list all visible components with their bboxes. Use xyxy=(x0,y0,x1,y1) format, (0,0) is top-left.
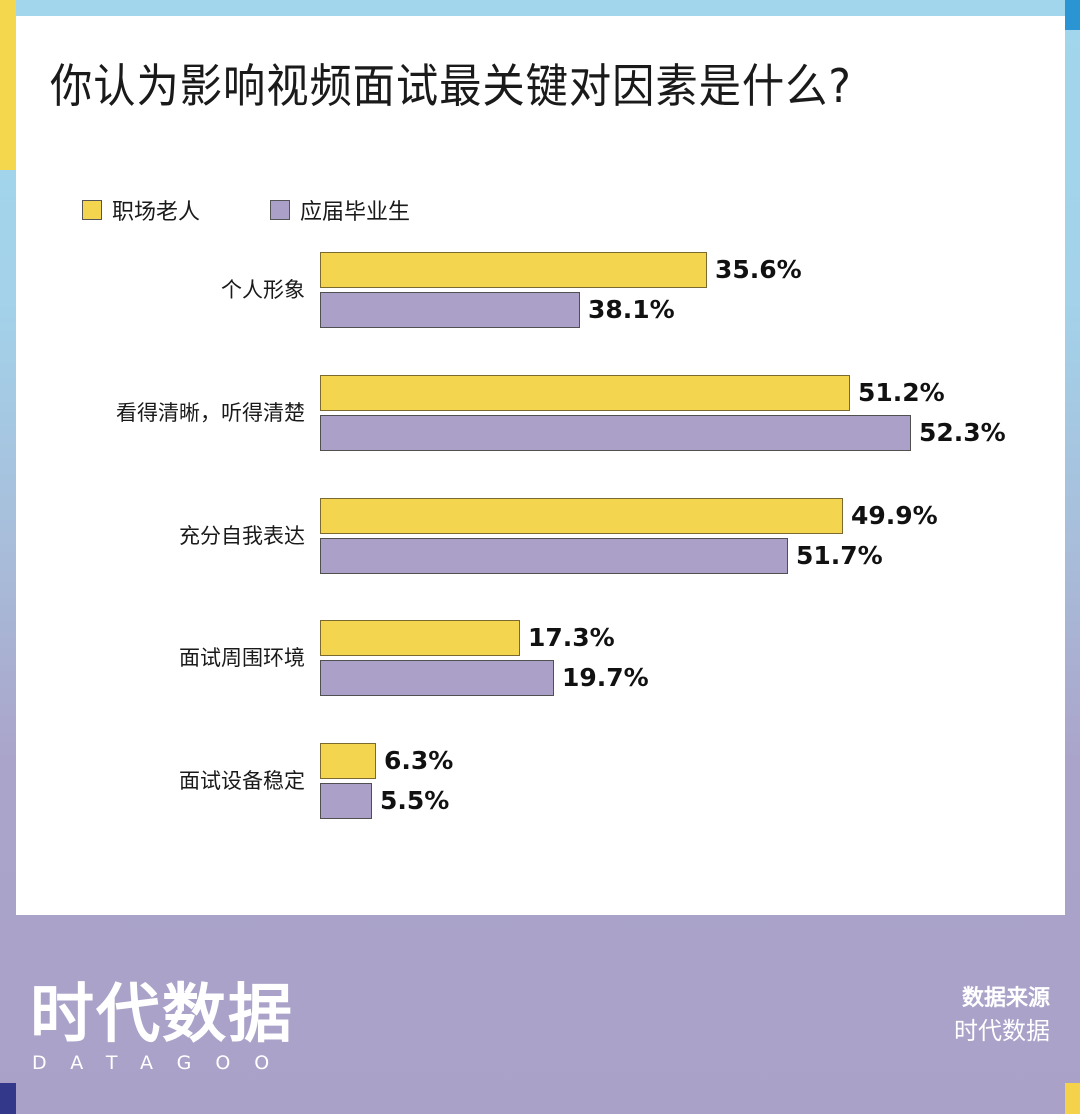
bar-series-1 xyxy=(320,743,376,779)
source-value: 时代数据 xyxy=(954,1017,1050,1045)
bar-series-2 xyxy=(320,292,580,328)
value-label-series-1: 6.3% xyxy=(384,746,454,775)
chart-title: 你认为影响视频面试最关键对因素是什么? xyxy=(50,59,852,113)
source-label: 数据来源 xyxy=(961,986,1050,1011)
bar-series-1 xyxy=(320,498,843,534)
value-label-series-2: 19.7% xyxy=(562,663,649,692)
value-label-series-1: 17.3% xyxy=(528,623,615,652)
legend: 职场老人 应届毕业生 xyxy=(82,194,480,226)
accent-corner-top-left xyxy=(0,0,16,170)
value-label-series-1: 49.9% xyxy=(851,501,938,530)
bar-series-1 xyxy=(320,252,707,288)
value-label-series-2: 38.1% xyxy=(588,295,675,324)
value-label-series-1: 35.6% xyxy=(715,255,802,284)
bar-series-2 xyxy=(320,538,788,574)
logo-chinese: 时代数据 xyxy=(30,978,294,1052)
accent-corner-bottom-left xyxy=(0,1083,16,1114)
bar-series-1 xyxy=(320,620,520,656)
category-label: 看得清晰，听得清楚 xyxy=(116,401,305,425)
bar-series-2 xyxy=(320,783,372,819)
legend-label: 应届毕业生 xyxy=(300,200,411,225)
bar-series-2 xyxy=(320,415,911,451)
value-label-series-2: 5.5% xyxy=(380,786,450,815)
bar-row: 充分自我表达 49.9% 51.7% xyxy=(16,498,1065,578)
legend-swatch-yellow xyxy=(82,200,102,220)
accent-corner-top-right xyxy=(1065,0,1080,30)
value-label-series-1: 51.2% xyxy=(858,378,945,407)
category-label: 面试设备稳定 xyxy=(179,769,305,793)
bar-row: 看得清晰，听得清楚 51.2% 52.3% xyxy=(16,375,1065,455)
brand-logo: 时代数据 DATAGOO xyxy=(30,982,294,1074)
category-label: 充分自我表达 xyxy=(179,524,305,548)
value-label-series-2: 51.7% xyxy=(796,541,883,570)
category-label: 个人形象 xyxy=(221,278,305,302)
chart-panel: 你认为影响视频面试最关键对因素是什么? 职场老人 应届毕业生 个人形象 35.6… xyxy=(16,16,1065,915)
legend-item-series-1: 职场老人 xyxy=(82,194,200,226)
legend-label: 职场老人 xyxy=(112,200,201,225)
category-label: 面试周围环境 xyxy=(179,646,305,670)
logo-english: DATAGOO xyxy=(32,1052,294,1074)
bar-series-2 xyxy=(320,660,554,696)
bar-row: 面试周围环境 17.3% 19.7% xyxy=(16,620,1065,700)
accent-corner-bottom-right xyxy=(1065,1083,1080,1114)
legend-item-series-2: 应届毕业生 xyxy=(270,194,410,226)
legend-swatch-purple xyxy=(270,200,291,220)
value-label-series-2: 52.3% xyxy=(919,418,1006,447)
bar-series-1 xyxy=(320,375,850,411)
data-source: 数据来源 时代数据 xyxy=(954,984,1050,1048)
bar-row: 面试设备稳定 6.3% 5.5% xyxy=(16,743,1065,823)
bar-row: 个人形象 35.6% 38.1% xyxy=(16,252,1065,332)
